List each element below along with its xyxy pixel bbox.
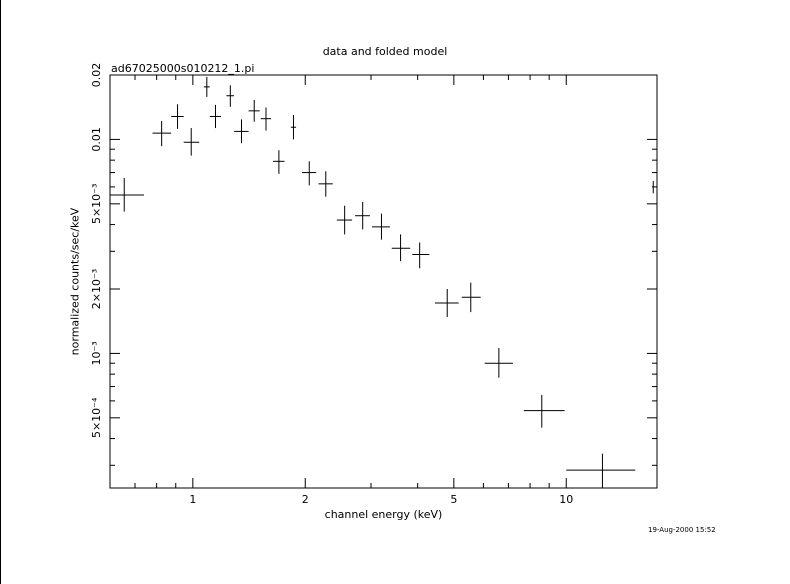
data-point	[566, 453, 636, 488]
plot-frame	[109, 74, 658, 489]
data-point	[412, 242, 430, 269]
data-point	[183, 128, 200, 156]
y-tick-label: 0.01	[90, 127, 103, 152]
x-tick-label: 2	[302, 493, 309, 506]
data-point	[652, 180, 654, 194]
data-point	[523, 394, 565, 428]
data-point	[318, 171, 333, 197]
data-point	[434, 288, 459, 317]
x-tick-label: 5	[450, 493, 457, 506]
data-point	[171, 104, 184, 129]
data-point	[110, 178, 145, 212]
y-tick-label: 2×10⁻³	[90, 269, 103, 309]
y-tick-label: 5×10⁻⁴	[90, 397, 103, 438]
data-point	[290, 115, 297, 140]
data-point	[248, 99, 260, 122]
axis-tick-labels: 1 2 5 10 0.02 0.01 5×10⁻³ 2×10⁻³ 10⁻³ 5×10⁻⁴	[90, 63, 573, 506]
plot-timestamp: 19-Aug-2000 15:52	[648, 526, 716, 534]
window-left-border	[0, 0, 1, 584]
chart-subtitle: ad67025000s010212_1.pi	[111, 62, 255, 75]
y-tick-label: 5×10⁻³	[90, 184, 103, 224]
data-point	[355, 201, 370, 230]
data-point	[226, 85, 235, 107]
data-point	[260, 107, 272, 131]
data-point	[301, 161, 317, 186]
data-point	[209, 104, 222, 129]
axis-ticks	[109, 74, 657, 488]
data-point	[152, 120, 172, 147]
y-tick-label: 0.02	[90, 63, 103, 88]
chart-title: data and folded model	[322, 45, 448, 58]
x-axis-label: channel energy (keV)	[324, 508, 443, 521]
data-point	[234, 119, 249, 144]
data-point	[461, 282, 481, 313]
data-point	[203, 76, 210, 97]
data-points	[110, 76, 654, 488]
data-point	[273, 150, 285, 174]
x-tick-label: 10	[559, 493, 573, 506]
data-point	[372, 213, 390, 240]
x-tick-label: 1	[189, 493, 196, 506]
data-point	[336, 205, 353, 235]
data-point	[391, 234, 411, 262]
y-tick-label: 10⁻³	[90, 341, 103, 365]
data-point	[484, 347, 513, 378]
